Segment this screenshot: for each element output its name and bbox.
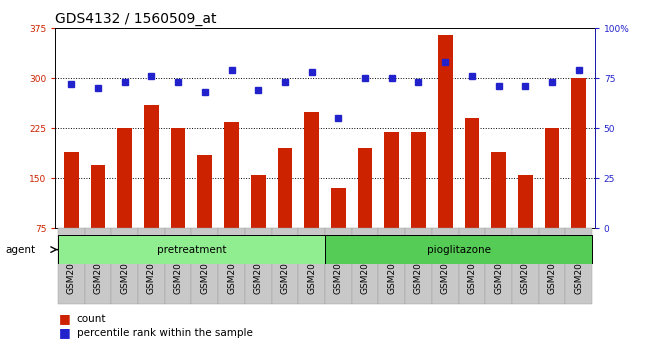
Bar <box>486 228 512 304</box>
Bar <box>304 112 319 278</box>
Bar <box>432 228 458 304</box>
Bar <box>84 228 111 304</box>
Text: pretreatment: pretreatment <box>157 245 226 255</box>
Bar <box>352 228 378 304</box>
Text: ■: ■ <box>58 312 70 325</box>
Bar <box>111 228 138 304</box>
Bar <box>298 228 325 304</box>
Text: GSM201843: GSM201843 <box>547 239 556 294</box>
Text: GSM201837: GSM201837 <box>387 239 396 294</box>
Bar <box>491 152 506 278</box>
Bar <box>438 35 452 278</box>
Bar <box>144 105 159 278</box>
Text: GSM201842: GSM201842 <box>521 239 530 294</box>
Text: GSM201830: GSM201830 <box>200 239 209 294</box>
Text: GSM201839: GSM201839 <box>441 239 450 294</box>
Text: GSM201542: GSM201542 <box>67 239 76 294</box>
Text: ■: ■ <box>58 326 70 339</box>
Bar <box>245 228 272 304</box>
Text: GSM201832: GSM201832 <box>254 239 263 294</box>
Text: GSM201840: GSM201840 <box>467 239 476 294</box>
Bar <box>331 188 346 278</box>
Text: GSM201829: GSM201829 <box>174 239 183 294</box>
Bar <box>378 228 405 304</box>
Text: GSM201833: GSM201833 <box>280 239 289 294</box>
Bar <box>411 132 426 278</box>
Text: GSM201831: GSM201831 <box>227 239 236 294</box>
Text: GDS4132 / 1560509_at: GDS4132 / 1560509_at <box>55 12 216 27</box>
Bar <box>458 228 486 304</box>
Text: GSM201543: GSM201543 <box>94 239 103 294</box>
Text: GSM201838: GSM201838 <box>414 239 423 294</box>
Bar <box>358 148 372 278</box>
Text: GSM201545: GSM201545 <box>147 239 156 294</box>
Text: GSM201836: GSM201836 <box>361 239 370 294</box>
Bar <box>465 118 479 278</box>
Bar <box>171 129 185 278</box>
Text: agent: agent <box>5 245 35 255</box>
Bar <box>545 129 560 278</box>
Bar <box>325 235 592 264</box>
Text: GSM201834: GSM201834 <box>307 239 316 294</box>
Text: GSM201544: GSM201544 <box>120 239 129 294</box>
Bar <box>278 148 292 278</box>
Text: count: count <box>77 314 106 324</box>
Bar <box>192 228 218 304</box>
Bar <box>384 132 399 278</box>
Bar <box>325 228 352 304</box>
Bar <box>512 228 539 304</box>
Text: GSM201841: GSM201841 <box>494 239 503 294</box>
Bar <box>218 228 245 304</box>
Text: percentile rank within the sample: percentile rank within the sample <box>77 328 253 338</box>
Bar <box>58 235 325 264</box>
Bar <box>518 175 532 278</box>
Bar <box>539 228 566 304</box>
Text: pioglitazone: pioglitazone <box>426 245 491 255</box>
Bar <box>272 228 298 304</box>
Bar <box>251 175 266 278</box>
Bar <box>571 78 586 278</box>
Bar <box>405 228 432 304</box>
Bar <box>164 228 192 304</box>
Bar <box>90 165 105 278</box>
Bar <box>224 122 239 278</box>
Text: GSM201835: GSM201835 <box>334 239 343 294</box>
Bar <box>198 155 212 278</box>
Bar <box>138 228 164 304</box>
Bar <box>64 152 79 278</box>
Bar <box>566 228 592 304</box>
Bar <box>118 129 132 278</box>
Text: GSM201844: GSM201844 <box>574 239 583 294</box>
Bar <box>58 228 84 304</box>
